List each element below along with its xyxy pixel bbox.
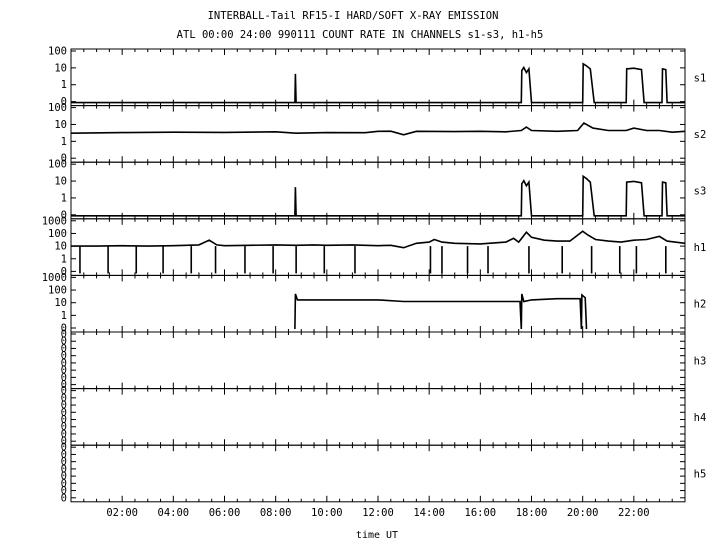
panel-frame <box>70 444 686 503</box>
x-tick-label: 18:00 <box>516 507 548 519</box>
y-tick-label: 10 <box>54 241 67 253</box>
y-tick-label: 0 <box>61 407 67 419</box>
y-tick-label: 0 <box>61 96 67 108</box>
x-tick-label: 04:00 <box>158 507 190 519</box>
y-tick-label: 1 <box>61 136 67 148</box>
series-line-s3 <box>71 174 685 217</box>
panel-frame <box>70 105 686 163</box>
panel-frame <box>70 274 686 333</box>
panel-frame <box>70 331 686 390</box>
y-tick-label: 0 <box>61 449 67 461</box>
y-tick-label: 100 <box>48 159 67 171</box>
y-tick-label: 10 <box>54 119 67 131</box>
series-line-h1 <box>71 230 686 249</box>
y-tick-label: 0 <box>61 478 67 490</box>
y-tick-label: 0 <box>61 471 67 483</box>
x-tick-label: 02:00 <box>106 507 138 519</box>
x-tick-label: 22:00 <box>618 507 650 519</box>
channel-label: s1 <box>694 72 707 84</box>
y-tick-label: 100 <box>48 102 67 114</box>
y-tick-label: 100 <box>48 285 67 297</box>
series-line-s2 <box>70 121 686 136</box>
y-tick-label: 0 <box>61 336 67 348</box>
channel-label: h3 <box>694 355 707 367</box>
x-tick-label: 16:00 <box>465 507 497 519</box>
y-tick-label: 100 <box>48 46 67 58</box>
y-tick-label: 0 <box>61 414 67 426</box>
chart-subtitle: ATL 00:00 24:00 990111 COUNT RATE IN CHA… <box>177 29 544 41</box>
channel-label: s2 <box>694 129 707 141</box>
y-tick-label: 0 <box>61 357 67 369</box>
channel-label: h2 <box>694 299 707 311</box>
y-tick-label: 100 <box>48 228 67 240</box>
series-line-s1 <box>71 62 685 104</box>
channel-label: h1 <box>694 242 707 254</box>
panels-group: 1001010s11001010s21001010s310001001010h1… <box>42 46 707 519</box>
y-tick-label: 0 <box>61 365 67 377</box>
y-tick-label: 0 <box>61 392 67 404</box>
y-tick-label: 0 <box>61 442 67 454</box>
y-tick-label: 0 <box>61 456 67 468</box>
y-tick-label: 10 <box>54 62 67 74</box>
x-axis-label: time UT <box>356 530 398 541</box>
x-tick-label: 20:00 <box>567 507 599 519</box>
y-tick-label: 0 <box>61 153 67 165</box>
y-tick-label: 1000 <box>42 215 67 227</box>
y-tick-label: 10 <box>54 297 67 309</box>
y-tick-label: 0 <box>61 343 67 355</box>
chart-title: INTERBALL-Tail RF15-I HARD/SOFT X-RAY EM… <box>208 10 499 22</box>
y-tick-label: 1 <box>61 310 67 322</box>
y-tick-label: 10 <box>54 176 67 188</box>
series-line-h2 <box>294 293 588 330</box>
channel-label: h4 <box>694 412 707 424</box>
y-tick-label: 0 <box>61 350 67 362</box>
y-tick-label: 0 <box>61 209 67 221</box>
x-tick-label: 14:00 <box>413 507 445 519</box>
x-tick-label: 06:00 <box>209 507 241 519</box>
y-tick-label: 0 <box>61 463 67 475</box>
y-tick-label: 0 <box>61 385 67 397</box>
x-tick-label: 08:00 <box>260 507 292 519</box>
y-tick-label: 0 <box>61 485 67 497</box>
y-tick-label: 0 <box>61 436 67 448</box>
y-tick-label: 0 <box>61 329 67 341</box>
y-tick-label: 0 <box>61 372 67 384</box>
panel-frame <box>70 388 686 446</box>
y-tick-label: 0 <box>61 421 67 433</box>
y-tick-label: 0 <box>61 492 67 504</box>
x-tick-label: 12:00 <box>362 507 394 519</box>
y-tick-label: 1 <box>61 192 67 204</box>
y-tick-label: 0 <box>61 400 67 412</box>
y-tick-label: 0 <box>61 379 67 391</box>
channel-label: s3 <box>694 186 707 198</box>
y-tick-label: 0 <box>61 266 67 278</box>
y-tick-label: 1 <box>61 253 67 265</box>
y-tick-label: 1000 <box>42 272 67 284</box>
y-tick-label: 0 <box>61 323 67 335</box>
channel-label: h5 <box>694 469 707 481</box>
x-tick-label: 10:00 <box>311 507 343 519</box>
y-tick-label: 0 <box>61 428 67 440</box>
y-tick-label: 1 <box>61 79 67 91</box>
